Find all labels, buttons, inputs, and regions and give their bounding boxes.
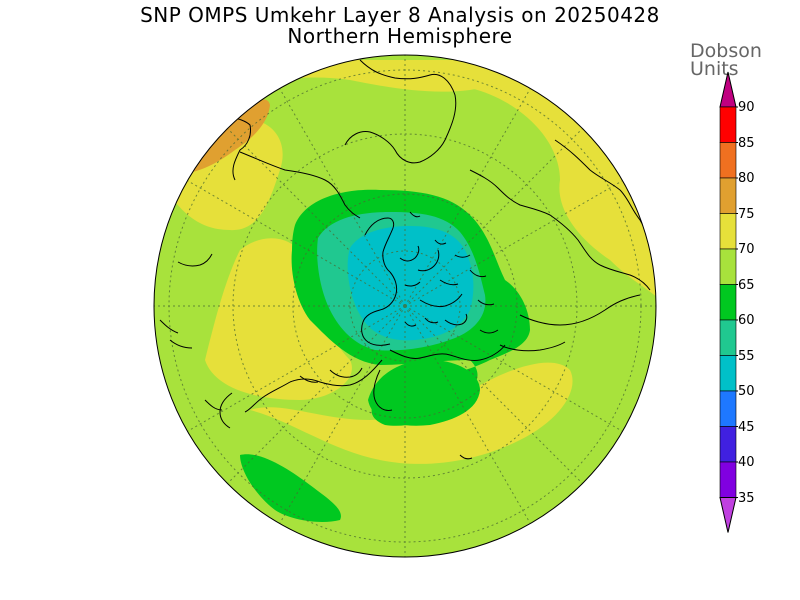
field-band-50-55 [347,226,474,341]
colorbar-label-80: 80 [738,171,755,186]
colorbar-swatch-50 [719,355,737,392]
colorbar-label-90: 90 [738,100,755,115]
map-title: SNP OMPS Umkehr Layer 8 Analysis on 2025… [140,3,660,27]
colorbar-top-triangle [719,71,737,108]
field-band-60-65-south-lobe [368,360,480,426]
colorbar-swatch-55 [719,319,737,356]
colorbar-swatch-45 [719,390,737,427]
units-label-dobson: Dobson [690,40,762,62]
colorbar-label-50: 50 [738,384,755,399]
colorbar-swatch-70 [719,213,737,250]
colorbar-label-65: 65 [738,277,755,293]
colorbar-swatch-65 [719,248,737,285]
colorbar-swatch-85 [719,106,737,143]
field-band-70-75-south [250,362,573,464]
colorbar-label-85: 85 [738,135,755,151]
units-label-units: Units [690,58,739,80]
colorbar-label-55: 55 [738,348,755,364]
map-subtitle: Northern Hemisphere [287,24,513,48]
hemisphere-outline [153,54,657,558]
colorbar-swatch-80 [719,142,737,179]
colorbar-swatch-35 [719,461,737,498]
graticule [154,55,656,557]
colorbar-label-40: 40 [738,455,755,470]
colorbar-label-35: 35 [738,490,755,506]
colorbar-swatch-75 [719,177,737,214]
colorbar [719,71,738,533]
colorbar-bottom-triangle [719,497,737,533]
colorbar-swatch-60 [719,284,737,321]
colorbar-swatch-40 [719,426,737,463]
coastlines [159,59,651,460]
ozone-field [154,55,656,557]
field-band-60-65-southwest [240,454,341,522]
colorbar-label-70: 70 [738,242,755,257]
colorbar-label-60: 60 [738,313,755,328]
colorbar-label-45: 45 [738,419,755,435]
colorbar-label-75: 75 [738,206,755,222]
